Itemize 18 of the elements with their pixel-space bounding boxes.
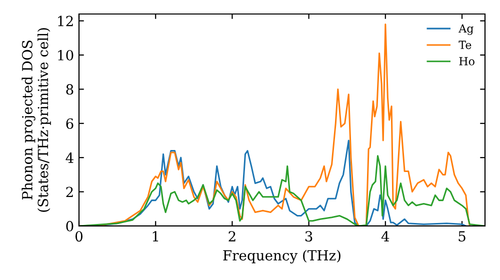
legend-label: Te [458, 40, 472, 50]
x-tick-label: 0 [75, 231, 82, 242]
x-tick-label: 1 [152, 231, 158, 242]
y-tick-label: 10 [58, 50, 74, 60]
x-tick-label: 2 [228, 231, 236, 242]
y-tick-label: 4 [66, 152, 74, 163]
y-tick-label: 6 [66, 118, 74, 129]
legend-label: Ho [459, 57, 474, 66]
x-axis-title: Frequency (THz) [223, 250, 340, 264]
y-tick-label: 0 [66, 220, 74, 232]
legend-label: Ag [458, 24, 474, 35]
y-axis-title: Phonon projected DOS (States/THz·primitive cell) [22, 28, 51, 212]
y-tick-label: 12 [58, 16, 73, 26]
x-tick-label: 3 [305, 231, 312, 242]
y-tick-label: 2 [66, 186, 73, 198]
x-tick-label: 5 [458, 231, 466, 242]
x-tick-label: 4 [381, 231, 390, 242]
y-tick-label: 8 [66, 84, 74, 95]
